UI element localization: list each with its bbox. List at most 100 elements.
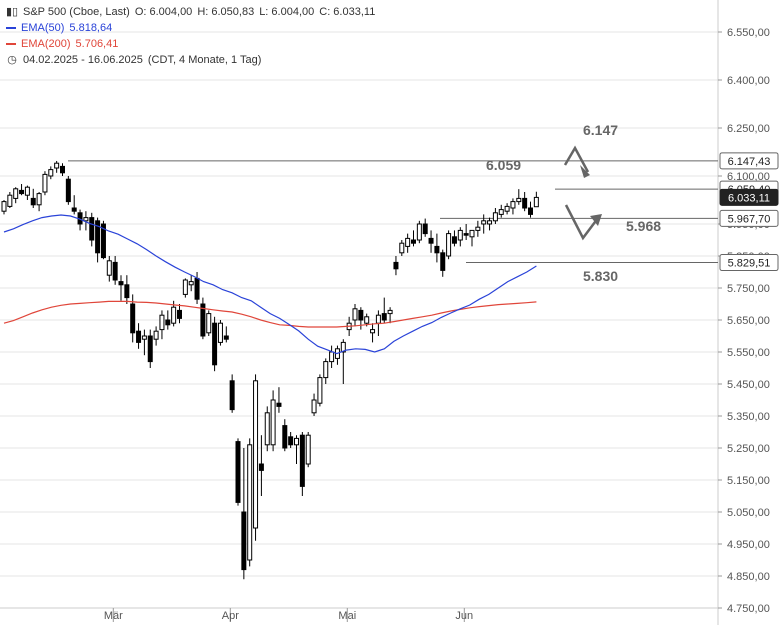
candle [492, 208, 498, 224]
level-badge-text: 5.829,51 [728, 258, 771, 270]
candle-body [422, 223, 428, 235]
legend-ohlc-row: ▮▯ S&P 500 (Cboe, Last) O: 6.004,00 H: 6… [6, 4, 375, 20]
candle-body [24, 186, 30, 196]
candle-body [130, 303, 136, 334]
ema200-value: 5.706,41 [75, 38, 119, 50]
x-tick-label: Jun [455, 610, 473, 622]
y-tick-label: 6.550,00 [727, 27, 770, 39]
candle [30, 188, 36, 208]
candle-body [159, 314, 165, 331]
candle-body [340, 341, 346, 353]
level-label: 6.059 [486, 157, 521, 173]
candle-body [136, 330, 142, 343]
x-tick-label: Mai [338, 610, 356, 622]
candle-body [124, 284, 130, 299]
candle-body [481, 220, 487, 225]
candle [247, 438, 253, 567]
candle-body [399, 242, 405, 254]
candle-body [118, 281, 124, 286]
y-tick-label: 4.750,00 [727, 603, 770, 615]
price-badges: 6.147,436.059,405.967,705.829,516.033,11 [719, 152, 779, 272]
candle [340, 339, 346, 384]
y-tick-label: 4.950,00 [727, 539, 770, 551]
candle [253, 374, 259, 541]
candle [258, 435, 264, 496]
arrowhead-icon [590, 214, 602, 226]
candle-body [235, 441, 241, 503]
ohlc-high: H: 6.050,83 [197, 6, 255, 18]
candle-body [299, 434, 305, 487]
candle [323, 358, 329, 384]
candle [136, 323, 142, 349]
candle-body [194, 277, 200, 300]
candle [522, 192, 528, 212]
candle [370, 323, 376, 343]
candle [288, 432, 294, 448]
candle [13, 187, 19, 204]
candle-body [504, 205, 510, 212]
candle [358, 307, 364, 330]
candle [141, 329, 147, 356]
arrowhead-icon [580, 165, 590, 178]
candle [106, 256, 112, 282]
candle-body [457, 229, 463, 241]
candle [393, 256, 399, 276]
candle [60, 163, 65, 176]
candle-body [141, 335, 147, 340]
candle [124, 275, 130, 304]
candle [276, 387, 282, 413]
candle [440, 249, 446, 277]
y-tick-label: 6.400,00 [727, 75, 770, 87]
candle [165, 310, 171, 330]
candle-body [282, 425, 288, 449]
candle-body [30, 197, 36, 206]
candle [235, 438, 241, 506]
candle-body [89, 217, 95, 241]
projection-arrows [563, 145, 602, 241]
candle-body [533, 196, 539, 208]
support-resistance-levels: 6.147 6.059 5.968 5.830 [68, 122, 718, 284]
ohlc-close: C: 6.033,11 [319, 6, 376, 18]
candle [434, 233, 440, 263]
y-tick-label: 5.150,00 [727, 475, 770, 487]
date-range: 04.02.2025 - 16.06.2025 [23, 54, 143, 66]
candle-body [264, 412, 270, 446]
y-tick-label: 5.250,00 [727, 443, 770, 455]
candle-body [498, 209, 504, 215]
ema200-label: EMA(200) [21, 38, 71, 50]
legend-ema200-row[interactable]: EMA(200) 5.706,41 [6, 36, 375, 52]
ema200-swatch [6, 43, 16, 45]
candle-body [305, 434, 311, 465]
candle-body [492, 212, 498, 222]
candle [147, 329, 153, 368]
candle [533, 191, 539, 208]
candle [481, 214, 487, 234]
candle [463, 224, 469, 240]
candle [334, 345, 340, 365]
ema50-line [3, 214, 537, 355]
level-badge-text: 6.147,43 [728, 156, 771, 168]
candle [24, 185, 30, 200]
candle-body [112, 261, 118, 281]
candle [498, 204, 504, 218]
candle [212, 316, 218, 372]
candle [95, 217, 101, 263]
candle [422, 218, 428, 237]
candle [229, 374, 235, 413]
candle-body [147, 335, 153, 363]
candle [100, 220, 106, 260]
candle-body [7, 194, 13, 207]
candle [504, 203, 510, 215]
x-tick-label: Mär [104, 610, 123, 622]
candle [65, 176, 71, 205]
legend-ema50-row[interactable]: EMA(50) 5.818,64 [6, 20, 375, 36]
x-tick-label: Apr [222, 610, 239, 622]
candle-body [510, 201, 516, 209]
candle-body [212, 322, 218, 366]
ema50-value: 5.818,64 [69, 22, 113, 34]
candle-body [416, 223, 422, 241]
candle-body [375, 314, 381, 324]
candle [381, 297, 387, 324]
candle-body [258, 463, 264, 471]
